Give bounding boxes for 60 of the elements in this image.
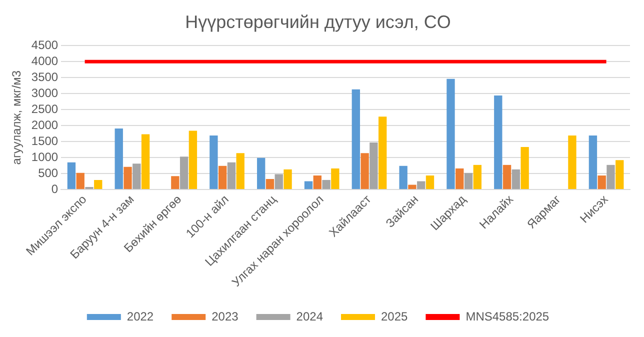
y-tick-label: 4000 xyxy=(31,54,58,68)
bar xyxy=(210,135,218,190)
bar xyxy=(141,134,150,190)
bar xyxy=(588,135,598,190)
legend-label: 2024 xyxy=(296,309,324,324)
bar xyxy=(352,89,360,190)
bar xyxy=(274,174,283,190)
bar xyxy=(76,172,84,190)
bar xyxy=(313,175,322,190)
bar xyxy=(114,128,123,190)
bar xyxy=(616,160,624,190)
bar xyxy=(606,164,615,190)
bar xyxy=(417,181,426,190)
legend-label: MNS4585:2025 xyxy=(466,309,550,324)
bar xyxy=(227,162,236,190)
y-tick-label: 4500 xyxy=(31,38,58,52)
bar xyxy=(520,147,529,190)
bar xyxy=(266,179,274,190)
chart-title: Нүүрстөрөгчийн дутуу исэл, CO xyxy=(185,12,451,32)
bar xyxy=(473,164,482,190)
bar xyxy=(378,116,387,190)
y-tick-label: 2000 xyxy=(31,118,58,132)
bar xyxy=(67,162,76,190)
bar xyxy=(171,176,180,190)
bar xyxy=(598,175,606,190)
bar xyxy=(408,184,416,190)
bar xyxy=(284,169,292,190)
bar xyxy=(399,166,408,190)
bar xyxy=(124,166,132,190)
bar xyxy=(512,169,520,190)
y-axis-title: агуулалж, мкг/м3 xyxy=(10,70,24,165)
bar xyxy=(304,181,313,190)
bar xyxy=(257,158,266,190)
y-tick-label: 2500 xyxy=(31,102,58,116)
bar xyxy=(218,166,227,190)
y-tick-label: 1000 xyxy=(31,150,58,164)
bar xyxy=(94,180,102,190)
bar xyxy=(456,168,464,190)
bar xyxy=(446,78,455,190)
bar xyxy=(426,175,434,190)
legend-label: 2022 xyxy=(126,309,154,324)
bar xyxy=(180,156,188,190)
bar xyxy=(360,153,369,190)
y-tick-label: 0 xyxy=(51,182,58,196)
legend-label: 2023 xyxy=(212,309,239,324)
bar xyxy=(322,180,330,190)
bar xyxy=(464,172,473,190)
bar xyxy=(568,135,576,190)
y-tick-label: 3500 xyxy=(31,70,58,84)
bar xyxy=(502,164,512,190)
y-tick-label: 3000 xyxy=(31,86,58,100)
bar xyxy=(370,142,378,190)
y-tick-label: 1500 xyxy=(31,134,58,148)
bar xyxy=(236,153,244,190)
bar xyxy=(494,96,502,190)
y-tick-label: 500 xyxy=(38,166,58,180)
bar xyxy=(331,168,340,190)
bar xyxy=(188,130,198,190)
bar xyxy=(132,164,141,190)
legend-label: 2025 xyxy=(381,309,408,324)
